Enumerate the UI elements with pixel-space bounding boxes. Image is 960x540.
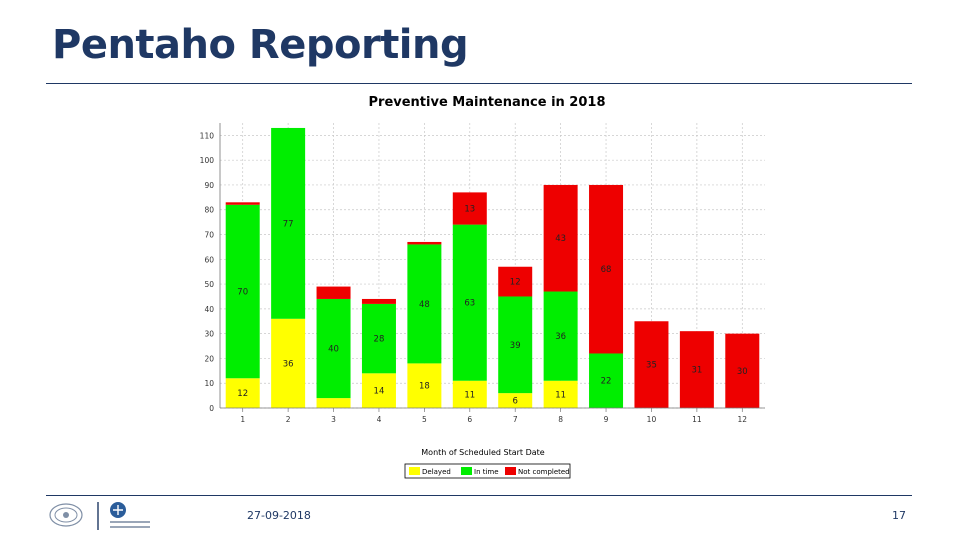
data-label-delayed: 12 bbox=[237, 389, 248, 399]
bar-delayed-month-5 bbox=[407, 363, 442, 408]
footer-date: 27-09-2018 bbox=[247, 509, 311, 522]
data-label-in-time: 77 bbox=[283, 219, 294, 229]
x-tick-label: 2 bbox=[286, 415, 291, 424]
data-label-in-time: 63 bbox=[464, 299, 475, 309]
y-tick-label: 60 bbox=[204, 255, 214, 264]
data-label-delayed: 14 bbox=[374, 387, 385, 397]
bar-in-time-month-8 bbox=[543, 291, 578, 381]
data-label-delayed: 18 bbox=[419, 382, 430, 392]
x-tick-label: 12 bbox=[738, 415, 748, 424]
data-label-in-time: 28 bbox=[374, 335, 385, 345]
cern-logo bbox=[49, 503, 83, 527]
y-tick-label: 10 bbox=[204, 379, 214, 388]
data-label-in-time: 36 bbox=[555, 332, 566, 342]
y-tick-label: 70 bbox=[204, 231, 214, 240]
chart-title: Preventive Maintenance in 2018 bbox=[369, 95, 606, 110]
x-tick-label: 5 bbox=[422, 415, 427, 424]
data-label-delayed: 36 bbox=[283, 359, 294, 369]
bar-in-time-month-7 bbox=[498, 296, 533, 394]
bar-not-completed-month-12 bbox=[725, 333, 760, 408]
x-tick-label: 4 bbox=[377, 415, 382, 424]
legend-label-delayed: Delayed bbox=[422, 468, 451, 476]
data-label-in-time: 39 bbox=[510, 341, 521, 351]
bar-in-time-month-5 bbox=[407, 244, 442, 364]
bar-delayed-month-2 bbox=[271, 318, 306, 408]
data-label-not-completed: 12 bbox=[510, 278, 521, 288]
legend-swatch-delayed bbox=[409, 467, 420, 475]
y-tick-label: 0 bbox=[209, 404, 214, 413]
bar-in-time-month-2 bbox=[271, 127, 306, 319]
x-tick-label: 7 bbox=[513, 415, 518, 424]
data-label-in-time: 22 bbox=[601, 377, 612, 387]
en-department-logo bbox=[110, 502, 150, 528]
bar-delayed-month-4 bbox=[361, 373, 396, 408]
x-axis-label: Month of Scheduled Start Date bbox=[421, 448, 545, 457]
title-divider bbox=[46, 83, 912, 84]
data-label-not-completed: 31 bbox=[691, 366, 702, 376]
data-label-in-time: 48 bbox=[419, 300, 430, 310]
bar-delayed-month-6 bbox=[452, 380, 487, 408]
bar-not-completed-month-8 bbox=[543, 184, 578, 292]
organization-logos bbox=[49, 502, 150, 530]
bar-delayed-month-8 bbox=[543, 380, 578, 408]
x-tick-label: 6 bbox=[467, 415, 472, 424]
y-tick-label: 80 bbox=[204, 206, 214, 215]
bar-in-time-month-3 bbox=[316, 298, 351, 399]
legend-frame bbox=[404, 463, 571, 479]
data-label-not-completed: 13 bbox=[464, 205, 475, 215]
data-label-delayed: 11 bbox=[555, 390, 566, 400]
bar-not-completed-month-4 bbox=[361, 298, 396, 304]
footer-divider bbox=[46, 495, 912, 496]
chart-legend: Delayed In time Not completed bbox=[404, 463, 571, 479]
x-tick-label: 10 bbox=[647, 415, 657, 424]
legend-swatch-not-completed bbox=[505, 467, 516, 475]
bar-delayed-month-7 bbox=[498, 393, 533, 408]
bar-not-completed-month-7 bbox=[498, 266, 533, 297]
data-label-in-time: 40 bbox=[328, 345, 339, 355]
y-tick-label: 110 bbox=[200, 131, 215, 140]
page-number: 17 bbox=[892, 509, 906, 522]
slide-title: Pentaho Reporting bbox=[52, 22, 469, 68]
bar-in-time-month-9 bbox=[589, 353, 624, 408]
x-tick-label: 9 bbox=[604, 415, 609, 424]
x-tick-label: 3 bbox=[331, 415, 336, 424]
legend-label-not-completed: Not completed bbox=[518, 468, 570, 476]
bar-not-completed-month-3 bbox=[316, 286, 351, 299]
bar-not-completed-month-1 bbox=[225, 202, 260, 205]
data-label-in-time: 70 bbox=[237, 288, 248, 298]
data-label-not-completed: 43 bbox=[555, 234, 566, 244]
y-tick-label: 50 bbox=[204, 280, 214, 289]
bar-not-completed-month-5 bbox=[407, 241, 442, 245]
bar-not-completed-month-9 bbox=[589, 184, 624, 354]
y-tick-label: 40 bbox=[204, 305, 214, 314]
y-tick-label: 100 bbox=[200, 156, 215, 165]
bar-not-completed-month-6 bbox=[452, 192, 487, 225]
bar-in-time-month-6 bbox=[452, 224, 487, 381]
y-tick-label: 90 bbox=[204, 181, 214, 190]
bar-delayed-month-1 bbox=[225, 378, 260, 408]
x-tick-label: 11 bbox=[692, 415, 702, 424]
x-tick-label: 8 bbox=[558, 415, 563, 424]
x-tick-label: 1 bbox=[240, 415, 245, 424]
bar-delayed-month-3 bbox=[316, 398, 351, 408]
bar-in-time-month-1 bbox=[225, 204, 260, 379]
bar-in-time-month-4 bbox=[361, 303, 396, 374]
data-label-not-completed: 35 bbox=[646, 361, 657, 371]
legend-swatch-in-time bbox=[461, 467, 472, 475]
data-label-delayed: 6 bbox=[512, 397, 517, 407]
legend-label-in-time: In time bbox=[474, 468, 499, 476]
y-tick-label: 30 bbox=[204, 330, 214, 339]
y-tick-label: 20 bbox=[204, 354, 214, 363]
data-label-not-completed: 30 bbox=[737, 367, 748, 377]
bar-not-completed-month-11 bbox=[679, 331, 714, 408]
data-label-not-completed: 68 bbox=[601, 265, 612, 275]
bar-not-completed-month-10 bbox=[634, 321, 669, 408]
stacked-bar-chart: 1270367740142818481163136391211364322683… bbox=[200, 95, 765, 479]
data-label-delayed: 11 bbox=[464, 390, 475, 400]
